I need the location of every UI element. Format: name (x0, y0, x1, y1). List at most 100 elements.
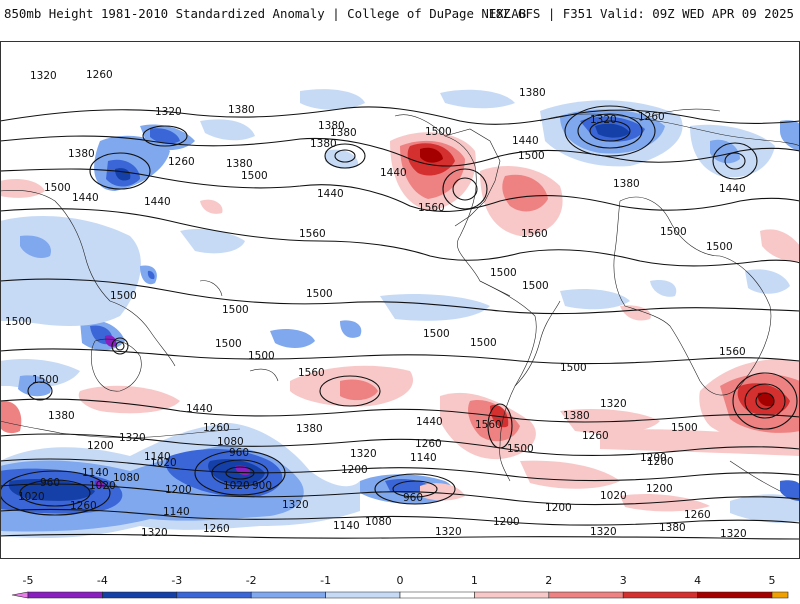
contour-label: 1200 (165, 484, 192, 496)
contour-label: 1320 (141, 527, 168, 539)
map-panel: 1320 1380 1380 1380 1320 1260 1380 1260 … (0, 41, 800, 559)
contour-label: 1560 (298, 367, 325, 379)
contour-label: 1500 (32, 374, 59, 386)
colorbar-svg: -5 -4 -3 -2 -1 0 1 2 3 4 5 (11, 574, 789, 599)
contour-label: 1380 (68, 148, 95, 160)
contour-label: 1200 (341, 464, 368, 476)
contour-label: 1500 (241, 170, 268, 182)
colorbar-swatch (622, 591, 698, 599)
contour-label: 1020 (223, 480, 250, 492)
contour-label: 1500 (522, 280, 549, 292)
contour-label: 1500 (423, 328, 450, 340)
colorbar-swatch (399, 591, 475, 599)
contour-label: 1140 (163, 506, 190, 518)
contour-label: 900 (252, 480, 272, 492)
contour-label: 1020 (600, 490, 627, 502)
contour-label: 1320 (30, 70, 57, 82)
colorbar-swatch (697, 591, 773, 599)
contour-label: 1200 (640, 452, 667, 464)
contour-label: 960 (229, 447, 249, 459)
contour-label: 1260 (70, 500, 97, 512)
colorbar-ticks: -5 -4 -3 -2 -1 0 1 2 3 4 5 (23, 574, 776, 587)
contour-label: 1320 (590, 526, 617, 538)
contour-label: 1500 (44, 182, 71, 194)
contour-label: 1440 (719, 183, 746, 195)
contour-label: 1500 (490, 267, 517, 279)
contour-label: 1020 (89, 480, 116, 492)
contour-label: 1440 (72, 192, 99, 204)
contour-label: 1320 (119, 432, 146, 444)
colorbar: -5 -4 -3 -2 -1 0 1 2 3 4 5 (0, 568, 800, 600)
colorbar-tick-label: -4 (97, 574, 108, 587)
contour-label: 1380 (330, 127, 357, 139)
contour-label: 1500 (560, 362, 587, 374)
contour-label: 1260 (638, 111, 665, 123)
colorbar-swatches (11, 591, 789, 599)
contour-label: 1320 (155, 106, 182, 118)
contour-label: 1380 (659, 522, 686, 534)
contour-label: 1440 (380, 167, 407, 179)
colorbar-swatch (27, 591, 103, 599)
contour-label: 1560 (299, 228, 326, 240)
contour-label: 1320 (590, 114, 617, 126)
contour-label: 1200 (493, 516, 520, 528)
anomaly-map: 1320 1380 1380 1380 1320 1260 1380 1260 … (0, 41, 800, 559)
colorbar-tick-label: -5 (23, 574, 34, 587)
contour-label: 1500 (671, 422, 698, 434)
contour-label: 1500 (425, 126, 452, 138)
contour-label: 1380 (310, 138, 337, 150)
colorbar-swatch (325, 591, 401, 599)
contour-label: 1500 (470, 337, 497, 349)
colorbar-tick-label: -3 (171, 574, 182, 587)
contour-label: 1260 (168, 156, 195, 168)
contour-label: 1200 (647, 456, 674, 468)
colorbar-swatch (176, 591, 252, 599)
contour-label-layer: 1320 1380 1380 1380 1320 1260 1380 1260 … (5, 69, 747, 540)
contour-label: 1500 (706, 241, 733, 253)
contour-label: 1260 (86, 69, 113, 81)
contour-label: 1380 (519, 87, 546, 99)
contour-label: 1020 (18, 491, 45, 503)
contour-label: 1140 (82, 467, 109, 479)
contour-label: 1440 (144, 196, 171, 208)
colorbar-tick-label: 5 (769, 574, 776, 587)
contour-label: 1560 (475, 419, 502, 431)
contour-label: 1080 (217, 436, 244, 448)
colorbar-tick-label: -1 (320, 574, 331, 587)
contour-label: 1500 (660, 226, 687, 238)
contour-label: 1380 (563, 410, 590, 422)
contour-label: 1380 (228, 104, 255, 116)
contour-label: 1380 (226, 158, 253, 170)
contour-label: 1260 (582, 430, 609, 442)
colorbar-swatch (102, 591, 178, 599)
colorbar-tick-label: 4 (694, 574, 701, 587)
colorbar-tick-label: 1 (471, 574, 478, 587)
colorbar-tick-label: -2 (246, 574, 257, 587)
colorbar-swatch (771, 591, 789, 599)
contour-label: 1200 (545, 502, 572, 514)
contour-label: 960 (403, 492, 423, 504)
colorbar-tick-label: 3 (620, 574, 627, 587)
contour-label: 1140 (333, 520, 360, 532)
contour-label: 1560 (521, 228, 548, 240)
contour-label: 1320 (350, 448, 377, 460)
contour-label: 1320 (600, 398, 627, 410)
contour-label: 1440 (186, 403, 213, 415)
contour-label: 1500 (248, 350, 275, 362)
contour-label: 960 (40, 477, 60, 489)
contour-label: 1200 (646, 483, 673, 495)
contour-label: 1380 (48, 410, 75, 422)
contour-label: 1500 (518, 150, 545, 162)
contour-label: 1320 (720, 528, 747, 540)
contour-label: 1440 (512, 135, 539, 147)
contour-label: 1500 (222, 304, 249, 316)
contour-label: 1380 (613, 178, 640, 190)
contour-label: 1080 (365, 516, 392, 528)
anomaly-shading (0, 89, 800, 538)
contour-label: 1500 (507, 443, 534, 455)
height-contours (0, 105, 800, 540)
contour-label: 1440 (317, 188, 344, 200)
contour-label: 1560 (719, 346, 746, 358)
contour-label: 1260 (203, 422, 230, 434)
contour-label: 1560 (418, 202, 445, 214)
